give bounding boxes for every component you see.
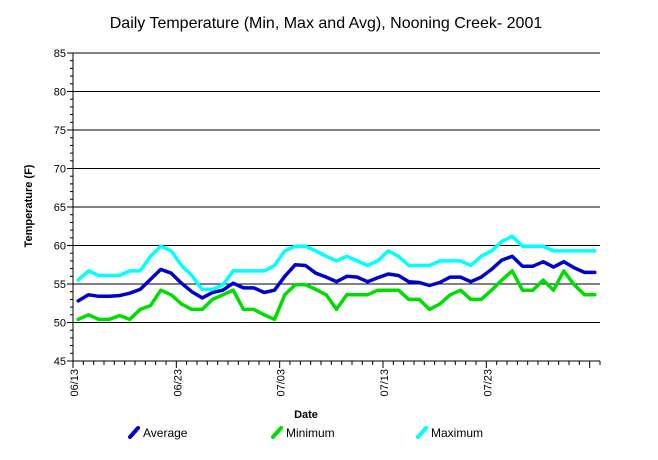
axes: 45 50 55 60 65 70 75 80 85 06/13 06/23 07/03 07/13 07… <box>54 48 601 397</box>
legend-label-average: Average <box>143 426 188 440</box>
y-tick-label: 75 <box>54 125 66 137</box>
legend-label-maximum: Maximum <box>431 426 483 440</box>
chart-title: Daily Temperature (Min, Max and Avg), No… <box>110 15 543 32</box>
y-tick-label: 80 <box>54 87 66 99</box>
y-tick-label: 85 <box>54 48 66 60</box>
legend: Average Minimum Maximum <box>128 426 483 440</box>
x-tick-label: 07/13 <box>379 369 391 397</box>
y-tick-label: 65 <box>54 202 66 214</box>
x-tick-label: 06/13 <box>69 369 81 397</box>
legend-label-minimum: Minimum <box>286 426 335 440</box>
series-line-average <box>76 254 597 303</box>
y-tick-label: 45 <box>54 356 66 368</box>
y-tick-label: 70 <box>54 164 66 176</box>
y-tick-label: 50 <box>54 318 66 330</box>
y-axis-label: Temperature (F) <box>23 164 35 247</box>
x-tick-label: 06/23 <box>172 369 184 397</box>
x-tick-label: 07/03 <box>276 369 288 397</box>
series-lines <box>76 234 597 322</box>
y-tick-label: 60 <box>54 241 66 253</box>
x-axis-label: Date <box>294 409 318 421</box>
y-tick-label: 55 <box>54 279 66 291</box>
legend-swatch-maximum <box>416 426 428 439</box>
x-tick-label: 07/23 <box>482 369 494 397</box>
series-line-maximum <box>76 234 597 292</box>
legend-swatch-minimum <box>271 426 283 439</box>
series-line-minimum <box>76 269 597 322</box>
legend-swatch-average <box>128 426 140 439</box>
